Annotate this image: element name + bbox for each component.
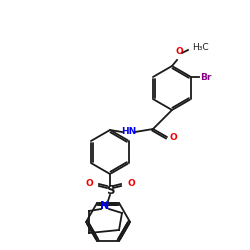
Text: Br: Br [200, 72, 211, 82]
Text: N: N [100, 201, 110, 211]
Text: O: O [85, 178, 93, 188]
Text: H₃C: H₃C [192, 42, 208, 51]
Text: O: O [175, 47, 183, 56]
Text: HN: HN [121, 126, 136, 136]
Text: O: O [169, 134, 177, 142]
Text: O: O [127, 178, 135, 188]
Text: S: S [106, 184, 114, 198]
